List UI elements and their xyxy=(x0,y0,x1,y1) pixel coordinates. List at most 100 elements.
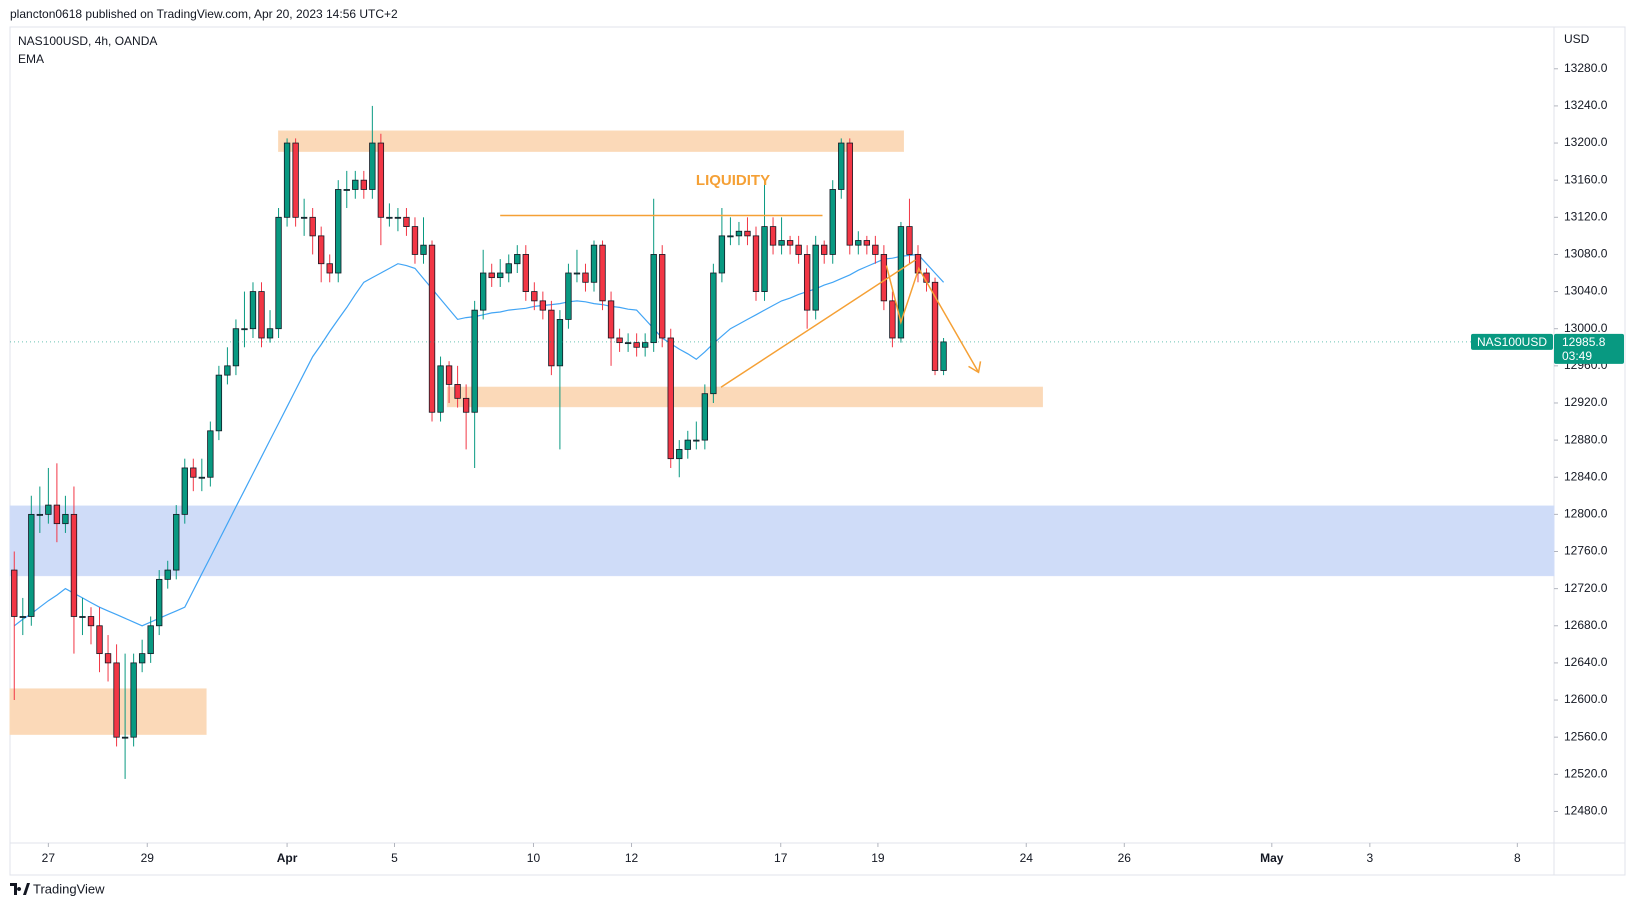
candle-body xyxy=(838,142,845,190)
symbol-tag xyxy=(1471,333,1553,350)
candle-body xyxy=(710,272,717,395)
candle-body xyxy=(343,189,350,191)
candle-body xyxy=(522,254,529,292)
drawn-line xyxy=(720,259,916,388)
y-tick-label: 12520.0 xyxy=(1564,766,1608,780)
indicator-label: EMA xyxy=(18,52,44,66)
candle-body xyxy=(676,448,683,460)
candle-body xyxy=(821,244,828,255)
candle-body xyxy=(599,244,606,302)
candle-body xyxy=(138,653,146,664)
candle-body xyxy=(377,142,385,218)
brand-name: TradingView xyxy=(33,881,105,896)
candle-body xyxy=(880,254,888,302)
candle-body xyxy=(428,244,436,413)
candle-body xyxy=(394,216,402,219)
candle-body xyxy=(11,569,18,617)
zone xyxy=(9,505,1555,577)
candle-body xyxy=(87,616,95,627)
y-tick-label: 13040.0 xyxy=(1564,284,1608,298)
candle-body xyxy=(829,189,836,255)
candle-body xyxy=(266,328,274,339)
candle-body xyxy=(488,272,495,279)
candle-body xyxy=(300,216,308,219)
x-tick-label: 3 xyxy=(1367,851,1374,865)
candle-body xyxy=(360,179,367,190)
y-tick-label: 12760.0 xyxy=(1564,544,1608,558)
candle-body xyxy=(548,309,555,367)
currency-label: USD xyxy=(1564,32,1590,46)
candle-body xyxy=(352,179,359,190)
x-tick-label: 5 xyxy=(391,851,398,865)
candle-body xyxy=(454,384,461,399)
y-tick-label: 12880.0 xyxy=(1564,432,1608,446)
candle-body xyxy=(514,254,521,265)
candle-body xyxy=(121,736,129,739)
candle-body xyxy=(940,341,947,371)
candle-body xyxy=(769,226,777,246)
x-tick-label: Apr xyxy=(277,851,298,865)
candle-body xyxy=(786,240,794,246)
candle-body xyxy=(53,504,61,525)
candle-body xyxy=(616,337,623,344)
candle-body xyxy=(437,365,444,413)
y-tick-label: 13120.0 xyxy=(1564,209,1608,223)
candle-body xyxy=(215,374,223,432)
candle-body xyxy=(752,235,760,292)
candle-body xyxy=(573,272,581,275)
candle-body xyxy=(292,142,299,218)
x-tick-label: May xyxy=(1260,851,1284,865)
candle-body xyxy=(590,244,598,283)
x-tick-label: 10 xyxy=(527,851,541,865)
x-tick-label: 24 xyxy=(1020,851,1034,865)
candle-body xyxy=(650,254,657,344)
price-tag-countdown: 03:49 xyxy=(1562,349,1592,363)
candle-body xyxy=(735,230,743,237)
candle-body xyxy=(582,272,589,283)
candle-body xyxy=(147,625,154,655)
candle-body xyxy=(198,476,205,479)
candle-body xyxy=(309,216,316,237)
candle-body xyxy=(659,254,666,339)
candle-body xyxy=(241,328,248,331)
candle-body xyxy=(761,226,768,292)
candle-body xyxy=(744,230,751,237)
candle-body xyxy=(249,291,257,330)
candle-body xyxy=(565,272,572,320)
y-tick-label: 12600.0 xyxy=(1564,692,1608,706)
candle-body xyxy=(795,244,802,255)
candle-body xyxy=(505,263,512,274)
y-tick-label: 13200.0 xyxy=(1564,135,1608,149)
candle-body xyxy=(667,337,674,460)
candle-body xyxy=(531,291,538,302)
drawn-line xyxy=(885,265,980,373)
candle-body xyxy=(104,653,112,664)
chart-frame xyxy=(9,26,1626,876)
candle-body xyxy=(113,662,120,738)
candle-body xyxy=(411,226,419,255)
publish-header: plancton0618 published on TradingView.co… xyxy=(10,7,398,21)
y-tick-label: 12680.0 xyxy=(1564,618,1608,632)
zone xyxy=(9,688,207,735)
candle-body xyxy=(232,328,240,367)
y-tick-label: 12560.0 xyxy=(1564,729,1608,743)
candle-body xyxy=(778,240,785,246)
candle-body xyxy=(727,235,734,238)
candle-body xyxy=(79,616,86,618)
candle-body xyxy=(641,342,649,348)
candle-body xyxy=(846,142,853,246)
candle-body xyxy=(36,513,44,516)
price-tag-value: 12985.8 xyxy=(1562,335,1606,349)
x-tick-label: 29 xyxy=(141,851,155,865)
candle-body xyxy=(28,513,35,617)
candle-body xyxy=(497,272,504,279)
candle-body xyxy=(624,342,632,345)
candle-body xyxy=(173,513,180,571)
candle-body xyxy=(471,309,478,413)
candle-body xyxy=(480,272,487,311)
candle-body xyxy=(70,513,78,617)
candle-body xyxy=(164,569,171,580)
candle-body xyxy=(19,616,26,618)
candle-body xyxy=(283,142,291,218)
